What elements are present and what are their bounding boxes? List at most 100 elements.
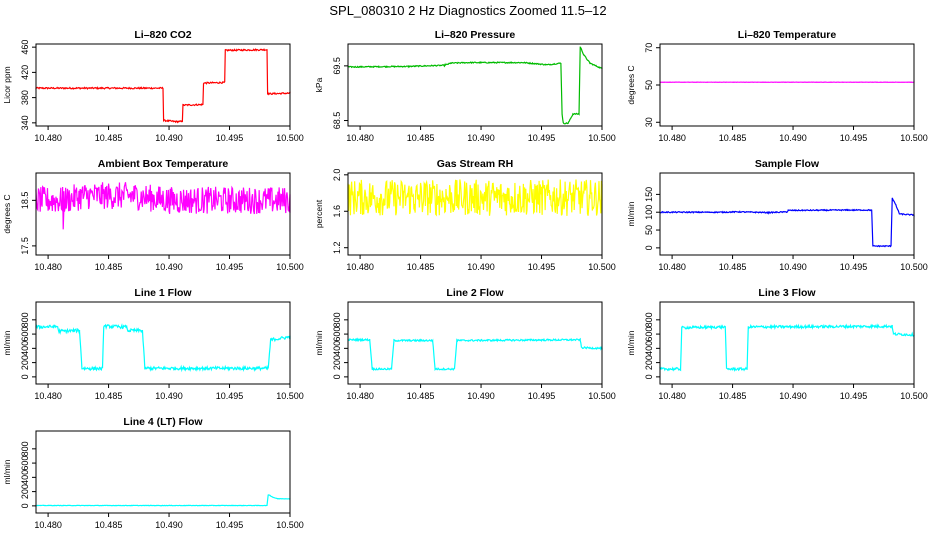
x-tick-label: 10.485 (407, 391, 435, 401)
y-axis-label: ml/min (314, 330, 324, 355)
x-tick-label: 10.495 (840, 133, 868, 143)
plot-frame (35, 430, 291, 514)
y-tick-label: 800 (20, 312, 30, 327)
plot-frame (659, 301, 915, 385)
y-tick-label: 200 (20, 355, 30, 370)
x-tick-label: 10.495 (528, 391, 556, 401)
x-tick-label: 10.495 (216, 262, 244, 272)
x-tick-label: 10.495 (840, 391, 868, 401)
y-tick-label: 600 (20, 456, 30, 471)
plot-frame (35, 301, 291, 385)
plot-frame (35, 43, 291, 127)
figure-title: SPL_080310 2 Hz Diagnostics Zoomed 11.5–… (329, 3, 606, 18)
x-tick-label: 10.485 (407, 133, 435, 143)
panel-title: Ambient Box Temperature (98, 158, 229, 170)
y-tick-label: 420 (20, 65, 30, 80)
chart-panels: Li–820 CO2 Licor ppm 10.480 10.485 10.490 10.… (2, 29, 928, 530)
y-tick-label: 17.5 (20, 237, 30, 255)
y-tick-label: 18.5 (20, 192, 30, 210)
y-tick-label: 2.0 (332, 169, 342, 182)
x-tick-label: 10.500 (588, 133, 616, 143)
plot-frame (347, 301, 603, 385)
x-tick-label: 10.500 (588, 391, 616, 401)
x-tick-label: 10.495 (216, 133, 244, 143)
panel-title: Line 2 Flow (446, 287, 504, 299)
y-tick-label: 50 (644, 225, 654, 235)
y-tick-label: 1.6 (332, 205, 342, 218)
data-series-line (35, 494, 291, 507)
panel-title: Line 1 Flow (134, 287, 192, 299)
y-tick-label: 600 (20, 327, 30, 342)
x-tick-label: 10.480 (658, 133, 686, 143)
y-tick-label: 70 (644, 43, 654, 53)
y-tick-label: 800 (20, 441, 30, 456)
x-tick-label: 10.490 (467, 262, 495, 272)
x-tick-label: 10.485 (95, 262, 123, 272)
x-tick-label: 10.500 (900, 133, 928, 143)
x-tick-label: 10.500 (276, 262, 304, 272)
chart-panel: Ambient Box Temperature degrees C 10.480 10… (2, 158, 304, 272)
data-series-line (35, 182, 291, 230)
x-tick-label: 10.490 (155, 133, 183, 143)
x-tick-label: 10.495 (528, 262, 556, 272)
plot-frame (347, 43, 603, 127)
x-tick-label: 10.480 (346, 133, 374, 143)
x-tick-label: 10.490 (779, 262, 807, 272)
x-tick-label: 10.485 (95, 391, 123, 401)
x-tick-label: 10.480 (658, 262, 686, 272)
chart-panel: Line 1 Flow ml/min 10.480 10.485 10.490 10.49… (2, 287, 304, 401)
y-axis-label: ml/min (2, 459, 12, 484)
y-tick-label: 0 (20, 503, 30, 508)
y-axis-label: ml/min (626, 201, 636, 226)
y-tick-label: 400 (20, 470, 30, 485)
data-series-line (659, 197, 915, 248)
x-tick-label: 10.500 (276, 133, 304, 143)
chart-panel: Li–820 Temperature degrees C 10.480 10.485 1… (626, 29, 928, 143)
x-tick-label: 10.485 (719, 262, 747, 272)
y-axis-label: kPa (314, 77, 324, 92)
x-tick-label: 10.500 (276, 391, 304, 401)
y-tick-label: 69.5 (332, 57, 342, 75)
data-series-line (347, 337, 603, 372)
y-tick-label: 68.5 (332, 112, 342, 130)
y-tick-label: 200 (20, 484, 30, 499)
panel-title: Li–820 Temperature (738, 29, 837, 41)
chart-panel: Line 3 Flow ml/min 10.480 10.485 10.490 10.49… (626, 287, 928, 401)
x-tick-label: 10.495 (216, 520, 244, 530)
x-tick-label: 10.480 (346, 262, 374, 272)
x-tick-label: 10.490 (155, 391, 183, 401)
y-axis-label: Licor ppm (2, 66, 12, 103)
x-tick-label: 10.480 (34, 133, 62, 143)
x-tick-label: 10.485 (95, 520, 123, 530)
chart-panel: Line 4 (LT) Flow ml/min 10.480 10.485 10.490… (2, 416, 304, 530)
y-axis-label: percent (314, 199, 324, 228)
y-tick-label: 150 (644, 187, 654, 202)
y-tick-label: 200 (332, 355, 342, 370)
x-tick-label: 10.495 (528, 133, 556, 143)
x-tick-label: 10.485 (719, 133, 747, 143)
chart-panel: Li–820 CO2 Licor ppm 10.480 10.485 10.490 10.… (2, 29, 304, 143)
x-tick-label: 10.485 (407, 262, 435, 272)
y-tick-label: 600 (332, 327, 342, 342)
x-tick-label: 10.485 (719, 391, 747, 401)
y-tick-label: 0 (644, 374, 654, 379)
panel-title: Line 3 Flow (758, 287, 816, 299)
panel-title: Sample Flow (755, 158, 820, 170)
x-tick-label: 10.480 (34, 391, 62, 401)
y-tick-label: 1.2 (332, 241, 342, 254)
y-tick-label: 0 (332, 374, 342, 379)
data-series-line (347, 179, 603, 217)
x-tick-label: 10.500 (900, 391, 928, 401)
y-tick-label: 50 (644, 80, 654, 90)
y-tick-label: 340 (20, 115, 30, 130)
y-axis-label: degrees C (626, 65, 636, 104)
y-tick-label: 0 (644, 245, 654, 250)
y-axis-label: degrees C (2, 194, 12, 233)
y-tick-label: 400 (332, 341, 342, 356)
y-tick-label: 800 (332, 312, 342, 327)
chart-panel: Li–820 Pressure kPa 10.480 10.485 10.490 10.4… (314, 29, 616, 143)
panel-title: Li–820 CO2 (134, 29, 191, 41)
y-axis-label: ml/min (2, 330, 12, 355)
plot-frame (35, 172, 291, 256)
